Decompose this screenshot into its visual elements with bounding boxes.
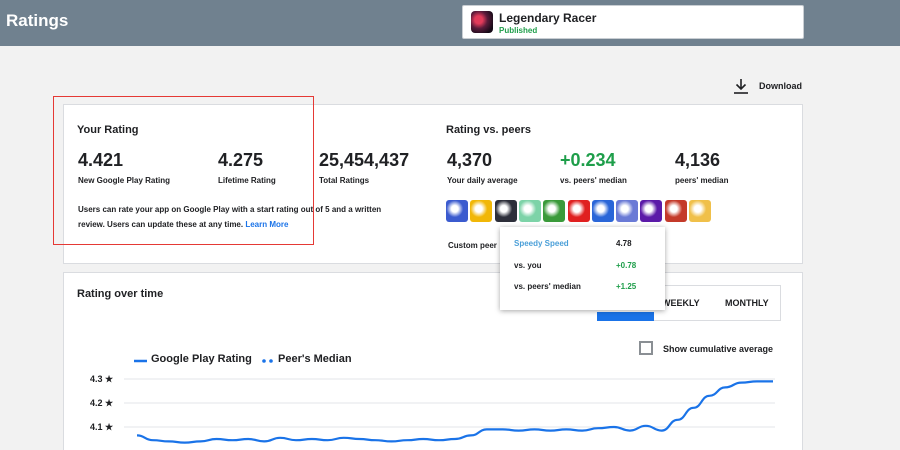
download-icon	[734, 79, 748, 94]
custom-peers-label[interactable]: Custom peer	[448, 241, 497, 250]
racing-game-icon	[471, 11, 493, 33]
tooltip-vs-median-value: +1.25	[616, 282, 637, 291]
tooltip-vs-you-value: +0.78	[616, 261, 637, 270]
vs-median-metric: +0.234 vs. peers' median	[560, 150, 627, 185]
total-ratings-value: 25,454,437	[319, 150, 410, 170]
tooltip-vs-median-label: vs. peers' median	[514, 282, 581, 291]
granularity-monthly-button[interactable]: MONTHLY	[725, 298, 769, 308]
app-name: Legendary Racer	[499, 11, 597, 25]
rating-description-text: Users can rate your app on Google Play w…	[78, 205, 382, 229]
legend-label: Peer's Median	[278, 353, 352, 365]
tooltip-app-value: 4.78	[616, 239, 632, 248]
learn-more-link[interactable]: Learn More	[245, 220, 289, 229]
tooltip-app-name: Speedy Speed	[514, 239, 569, 248]
daily-average-label: Your daily average	[447, 176, 518, 185]
tooltip-vs-you-label: vs. you	[514, 261, 542, 270]
vs-median-label: vs. peers' median	[560, 176, 627, 185]
peers-median-label: peers' median	[675, 176, 729, 185]
lifetime-rating-value: 4.275	[218, 150, 264, 170]
top-bar: Ratings Legendary Racer Published	[0, 0, 900, 46]
ratings-summary-card	[63, 104, 803, 264]
peer-app-icon-7[interactable]	[591, 200, 614, 222]
cumulative-average-label: Show cumulative average	[663, 344, 774, 354]
download-label: Download	[759, 81, 802, 91]
y-tick-label: 4.2 ★	[90, 398, 114, 408]
vs-median-value: +0.234	[560, 150, 616, 170]
peer-app-icon-11[interactable]	[689, 200, 711, 222]
peer-tooltip: Speedy Speed 4.78 vs. you +0.78 vs. peer…	[500, 227, 665, 310]
rating-description: Users can rate your app on Google Play w…	[78, 202, 398, 232]
y-tick-label: 4.1 ★	[90, 422, 114, 432]
app-selector[interactable]: Legendary Racer Published	[462, 5, 804, 39]
legend-line-swatch	[134, 359, 147, 363]
peer-app-icon-1[interactable]	[446, 200, 468, 222]
peer-app-icon-6[interactable]	[567, 200, 590, 222]
legend-dots-swatch	[262, 359, 273, 363]
lifetime-rating-label: Lifetime Rating	[218, 176, 276, 185]
your-rating-title: Your Rating	[77, 124, 139, 136]
granularity-daily-button[interactable]	[597, 312, 654, 321]
new-rating-value: 4.421	[78, 150, 124, 170]
peers-median-metric: 4,136 peers' median	[675, 150, 728, 185]
app-status: Published	[499, 26, 538, 35]
peer-app-icon-10[interactable]	[664, 200, 687, 222]
peer-app-icon-3[interactable]	[494, 200, 517, 222]
lifetime-rating-metric: 4.275 Lifetime Rating	[218, 150, 276, 185]
peers-median-value: 4,136	[675, 150, 721, 170]
peer-app-icon-4[interactable]	[518, 200, 541, 222]
legend-label: Google Play Rating	[151, 353, 252, 365]
page-title: Ratings	[6, 11, 69, 30]
rating-vs-peers-title: Rating vs. peers	[446, 124, 531, 136]
peer-app-icon-2[interactable]	[470, 200, 493, 222]
total-ratings-metric: 25,454,437 Total Ratings	[319, 150, 409, 185]
new-rating-label: New Google Play Rating	[78, 176, 171, 185]
peer-app-icon-9[interactable]	[640, 200, 663, 222]
y-tick-label: 4.3 ★	[90, 374, 114, 384]
peer-app-icon-5[interactable]	[543, 200, 566, 222]
total-ratings-label: Total Ratings	[319, 176, 370, 185]
rating-over-time-title: Rating over time	[77, 288, 164, 300]
granularity-weekly-button[interactable]: WEEKLY	[662, 298, 700, 308]
daily-average-metric: 4,370 Your daily average	[447, 150, 518, 185]
cumulative-average-checkbox[interactable]	[639, 341, 653, 355]
series-google-play-rating	[136, 380, 773, 444]
new-rating-metric: 4.421 New Google Play Rating	[78, 150, 170, 185]
granularity-toggle: WEEKLY MONTHLY	[654, 285, 781, 321]
daily-average-value: 4,370	[447, 150, 493, 170]
peer-app-icon-8[interactable]	[616, 200, 639, 222]
